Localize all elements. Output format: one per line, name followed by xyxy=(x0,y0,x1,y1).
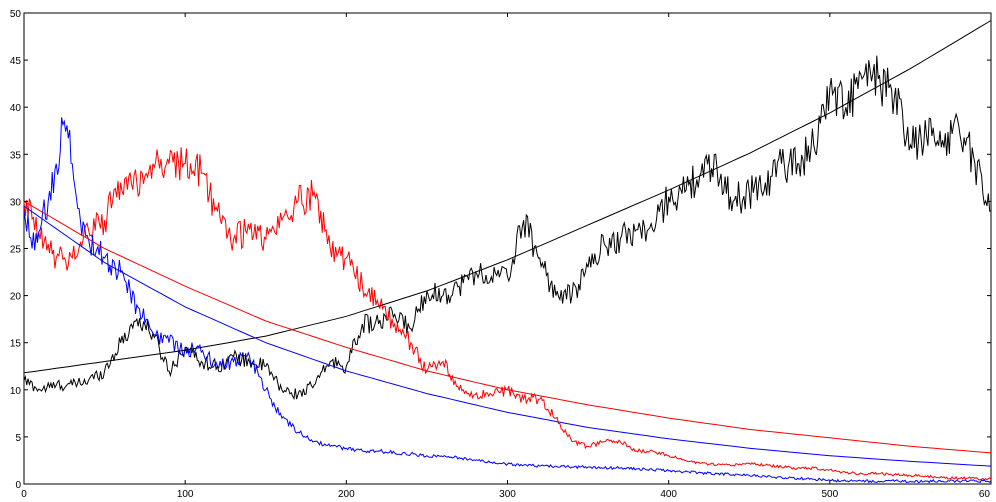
y-tick-label: 50 xyxy=(10,9,22,20)
y-tick-label: 40 xyxy=(10,103,22,114)
x-tick-label: 100 xyxy=(177,489,194,500)
x-tick-label: 400 xyxy=(660,489,677,500)
y-axis: 0 5 10 15 20 25 30 35 40 45 50 xyxy=(10,9,991,491)
series-line-trend-3 xyxy=(23,20,992,374)
y-tick-label: 15 xyxy=(10,339,22,350)
x-tick-label: 200 xyxy=(338,489,355,500)
series-line-trend-5 xyxy=(23,205,992,467)
y-tick-label: 25 xyxy=(10,245,22,256)
y-tick-label: 0 xyxy=(15,480,21,491)
x-tick-label: 60 xyxy=(979,489,991,500)
y-tick-label: 45 xyxy=(10,56,22,67)
x-tick-label: 500 xyxy=(821,489,838,500)
x-axis: 0 100 200 300 400 500 60 xyxy=(21,13,992,500)
y-tick-label: 30 xyxy=(10,197,22,208)
y-tick-label: 35 xyxy=(10,150,22,161)
y-tick-label: 10 xyxy=(10,386,22,397)
x-tick-label: 300 xyxy=(499,489,516,500)
x-tick-label: 0 xyxy=(21,489,27,500)
series-line-trend-4 xyxy=(23,200,992,454)
y-tick-label: 20 xyxy=(10,292,22,303)
series-layer xyxy=(23,20,992,484)
plot-area xyxy=(23,12,992,485)
y-tick-label: 5 xyxy=(15,433,21,444)
